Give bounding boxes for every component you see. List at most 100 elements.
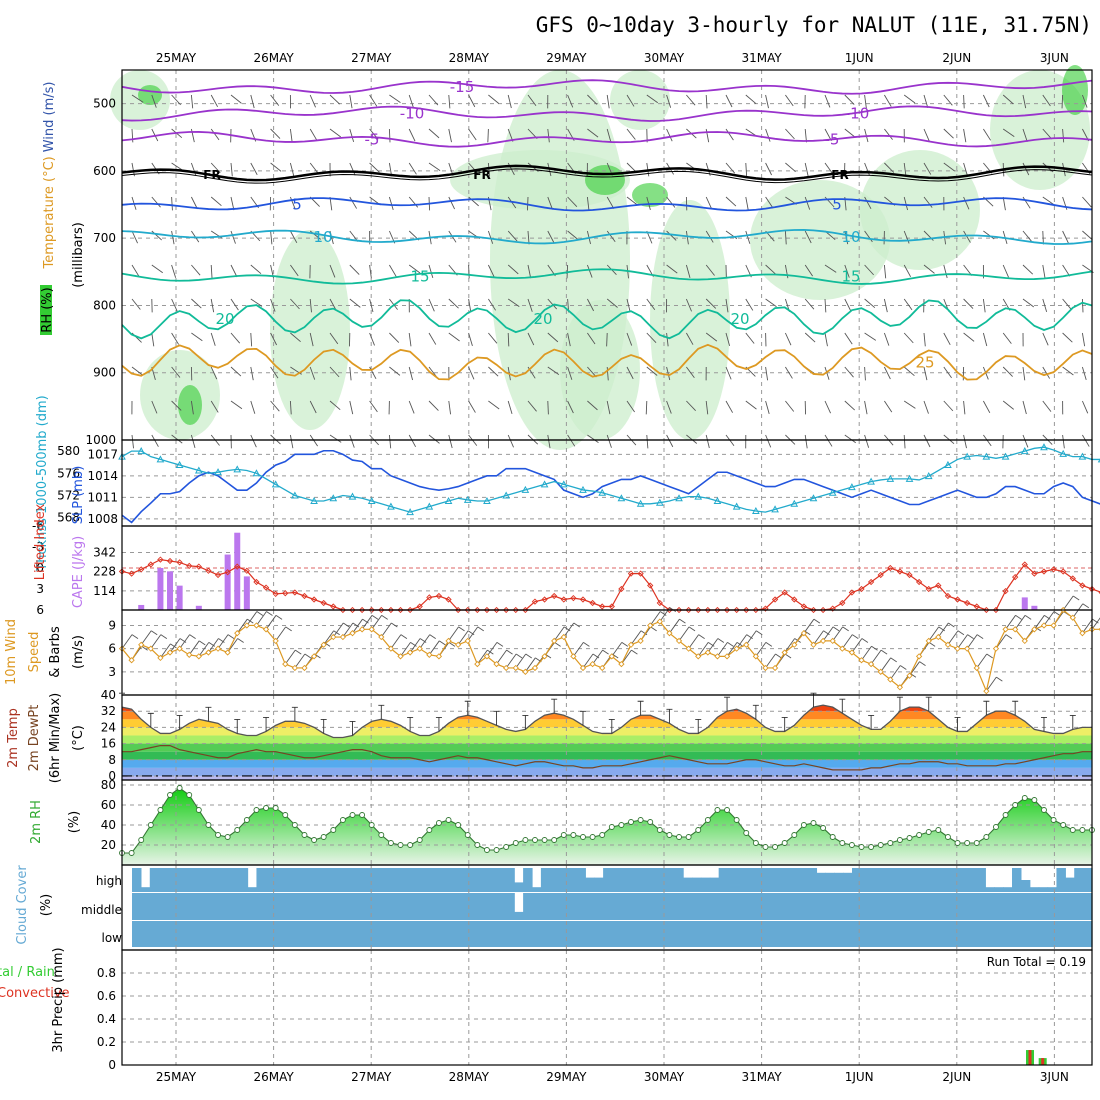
wind-barb-10m [150, 634, 162, 649]
cloud-cell-low [807, 921, 818, 947]
cloud-cell-high [700, 877, 711, 892]
thickness-point [809, 494, 818, 502]
wind-speed-point [166, 649, 174, 656]
wind-barb [369, 162, 380, 173]
wind-barb [1082, 230, 1093, 241]
cloud-cover-panel: high middle low [81, 864, 1093, 951]
rh-legend-label-part: RH (%) [40, 287, 55, 332]
wind-barb-flag [198, 640, 206, 646]
wind-speed-point [983, 687, 990, 695]
wind-barb [745, 94, 757, 105]
wind-barb [666, 94, 672, 108]
cloud-cell-high [460, 868, 471, 892]
wind-barb-10m [726, 642, 738, 657]
wind-barb [943, 434, 955, 445]
wind-barb-flag [765, 641, 773, 647]
cloud-cell-low [958, 921, 969, 947]
wind-barb [408, 128, 416, 142]
cloud-cell-low [1074, 921, 1084, 947]
cloud-cell-middle [372, 893, 382, 920]
thk-y-tick: 576 [57, 466, 80, 480]
wind-barb-flag [842, 626, 849, 632]
wind-barb [349, 400, 354, 415]
wind-barb-flag [698, 634, 705, 640]
cloud-cell-low [620, 921, 631, 947]
li-point [637, 570, 644, 577]
wind-barb [1002, 94, 1014, 105]
bottom-date-2: 27MAY [351, 1070, 392, 1084]
wind-label-c-part: & Barbs [48, 626, 63, 678]
wind-barb-flag [813, 618, 821, 624]
wind-barb [289, 162, 295, 177]
wind-barb [666, 434, 674, 448]
cloud-cell-middle [212, 893, 222, 920]
isotherm-label: -15 [450, 78, 475, 96]
wind-barb [824, 264, 837, 273]
li-point [531, 598, 539, 605]
wind-barb [864, 264, 875, 276]
li-point [1021, 561, 1028, 568]
wind-barb [943, 264, 948, 279]
wind-barb [290, 230, 298, 243]
cloud-cell-high [469, 868, 480, 892]
rh-high [632, 183, 668, 207]
temp-minmax [349, 721, 356, 736]
wind-barb [1022, 298, 1035, 308]
li-point [426, 594, 433, 601]
wind-barb [864, 298, 876, 309]
rh-y-tick: 40 [101, 818, 116, 832]
run-total: Run Total = 0.19 [987, 955, 1086, 969]
wind-barb [151, 298, 153, 313]
cloud-cell-low [336, 921, 346, 947]
top-date-4: 29MAY [546, 51, 587, 65]
li-point [656, 599, 663, 607]
temp-label-c-part: (6hr Min/Max) [48, 693, 63, 783]
cloud-cell-low [363, 921, 373, 947]
wind-barb [408, 366, 414, 381]
cloud-cell-low [700, 921, 711, 947]
wind-speed-point [762, 664, 769, 672]
wind-barb [171, 434, 183, 444]
wind-barb [468, 264, 470, 279]
wind-barb [725, 400, 734, 413]
wind-barb [745, 400, 757, 410]
cape-bar [234, 532, 241, 610]
wind-barb [289, 400, 292, 415]
cloud-cell-middle [700, 893, 711, 920]
cloud-cell-high [567, 868, 578, 892]
cloud-cell-middle [487, 893, 498, 920]
wind-barb [725, 196, 737, 207]
wind-barb [230, 332, 241, 344]
wind-label-unit-part: (m/s) [71, 635, 86, 669]
rh-point [387, 840, 394, 846]
wind-barb [705, 400, 709, 415]
wind-speed-point [483, 653, 491, 660]
isotherm-25 [121, 343, 1093, 381]
wind-barb [567, 332, 571, 347]
wind-barb-flag [554, 641, 561, 647]
li-point [301, 592, 308, 600]
wind-barb [626, 196, 638, 206]
wind-barb-10m [361, 615, 373, 630]
isotherm-label: 15 [410, 268, 429, 286]
wind-barb [1042, 332, 1049, 346]
wind-barb [1002, 400, 1014, 410]
cloud-cell-low [265, 921, 275, 947]
wind-barb [784, 230, 787, 245]
rh-point [791, 832, 798, 838]
wind-barb [349, 128, 355, 142]
wind-barb [131, 434, 134, 449]
cloud-cell-middle [656, 893, 666, 920]
cloud-cell-middle [1065, 893, 1075, 920]
rh-point [820, 825, 827, 831]
rh-point [656, 827, 663, 833]
temp-minmax [234, 719, 241, 734]
cloud-cell-middle [140, 893, 151, 920]
temp-minmax [1012, 700, 1019, 716]
wind-speed-point [935, 633, 942, 641]
wind-barb-10m [236, 618, 248, 634]
cloud-cell-middle [327, 893, 338, 920]
wind-barb [864, 400, 868, 415]
thickness-point [963, 452, 971, 460]
wind-barb [408, 332, 412, 347]
